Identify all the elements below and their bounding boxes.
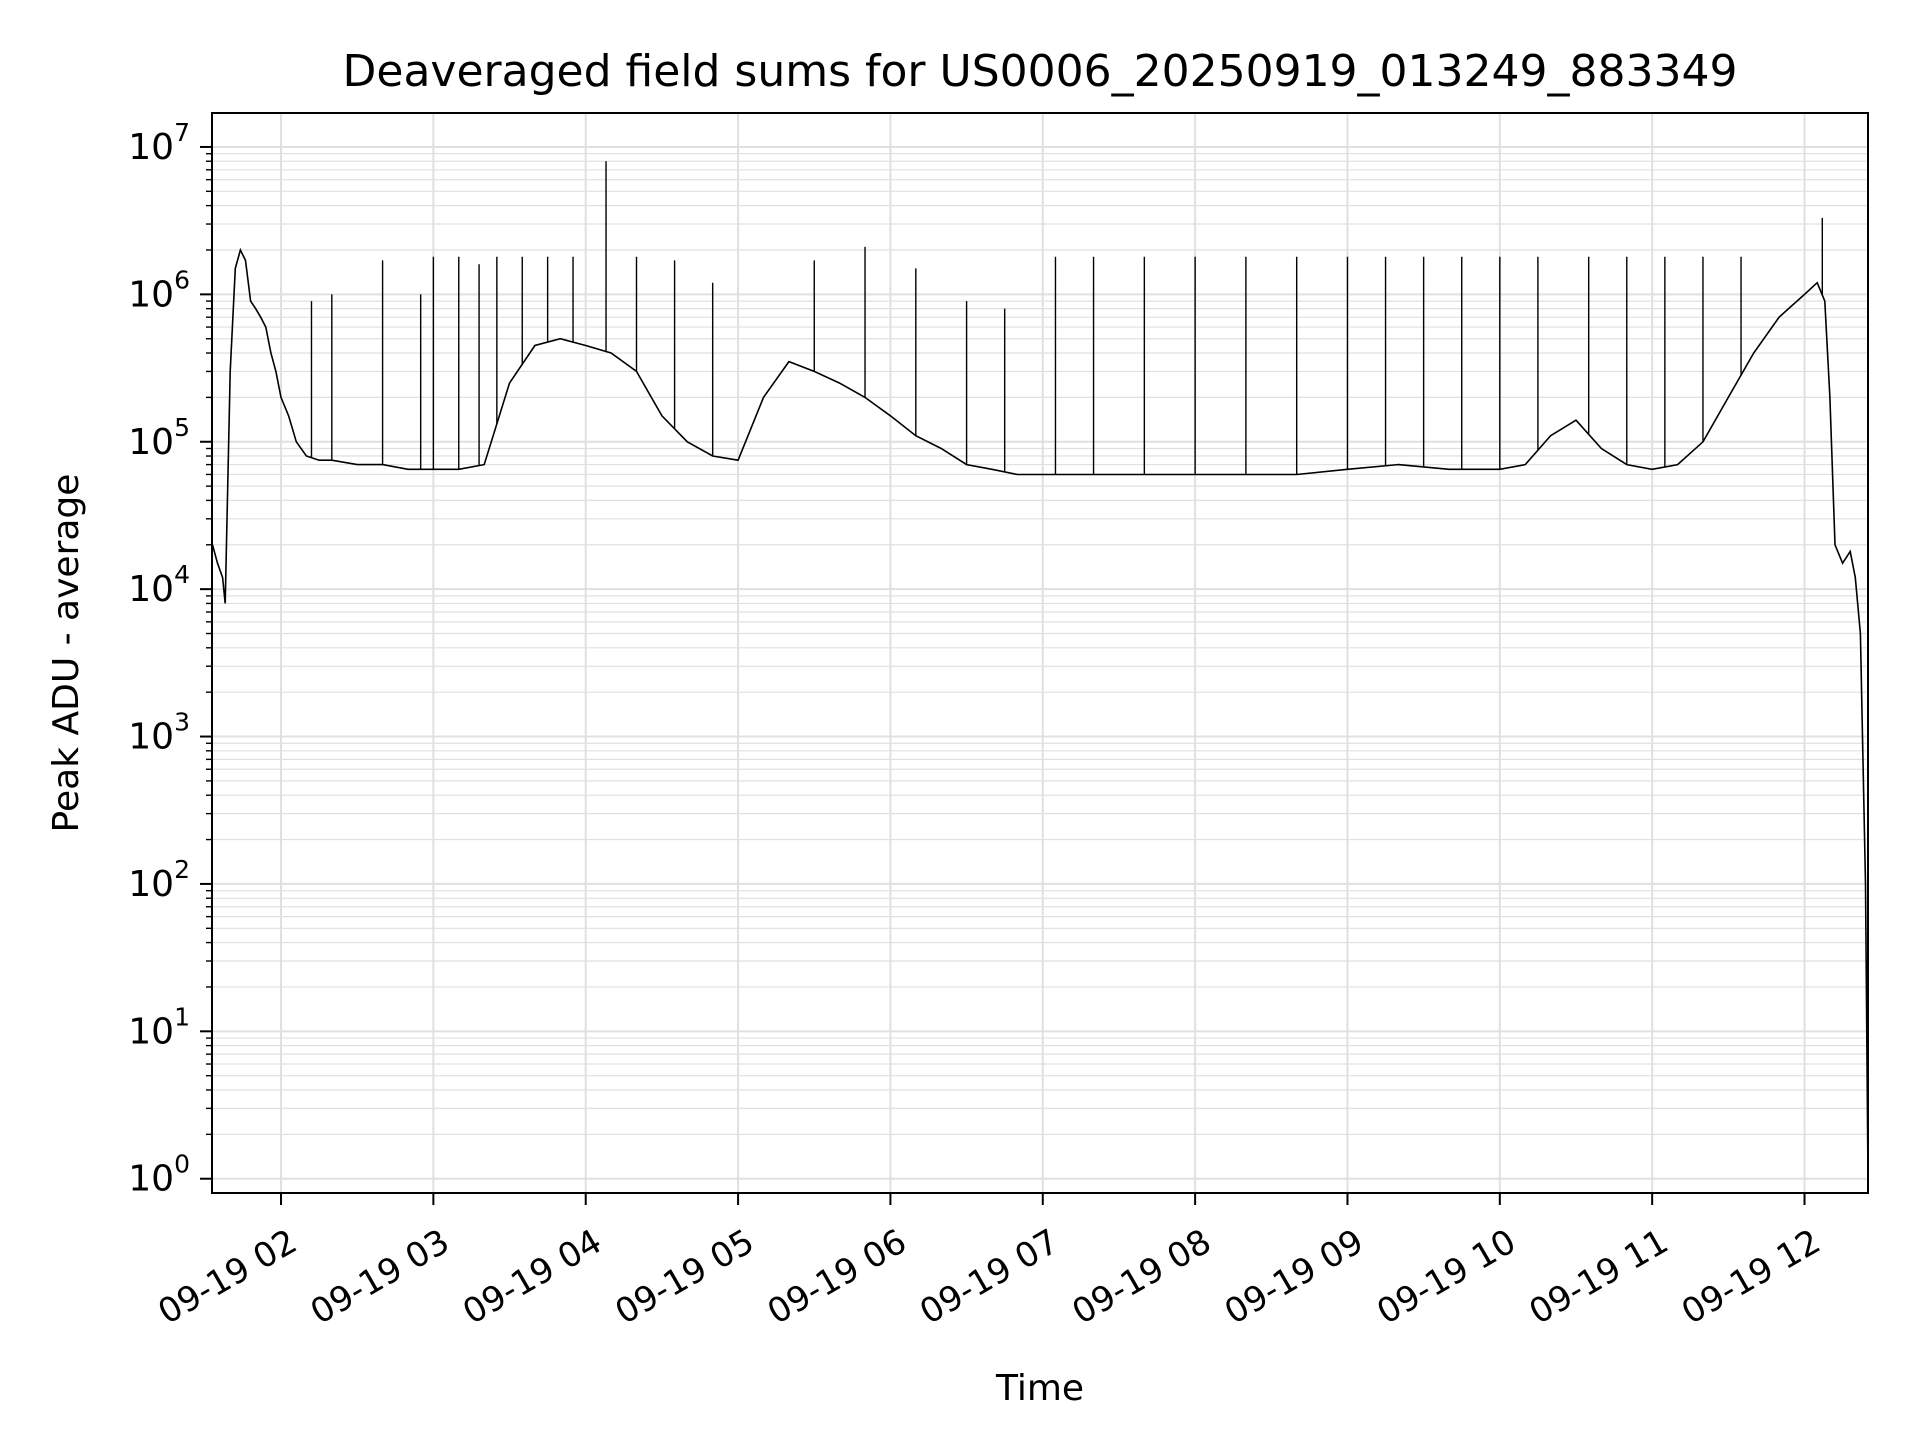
- x-axis-label: Time: [995, 1368, 1084, 1409]
- y-tick-label: 100: [128, 1150, 190, 1200]
- y-tick-label: 103: [128, 708, 190, 758]
- y-axis-label: Peak ADU - average: [46, 474, 87, 833]
- y-tick-label: 105: [128, 413, 190, 463]
- y-tick-label: 104: [128, 560, 190, 610]
- chart-title: Deaveraged field sums for US0006_2025091…: [343, 46, 1738, 97]
- plot-area: [211, 161, 1869, 1179]
- y-tick-label: 101: [128, 1002, 190, 1052]
- y-tick-label: 106: [128, 265, 190, 315]
- grid: [212, 113, 1868, 1193]
- y-axis: 100 101 102 103 104 105 106 107: [128, 118, 212, 1200]
- plot-frame: [211, 112, 1869, 1194]
- y-tick-label: 107: [128, 118, 190, 168]
- y-tick-label: 102: [128, 855, 190, 905]
- series-line-0: [211, 247, 1869, 1179]
